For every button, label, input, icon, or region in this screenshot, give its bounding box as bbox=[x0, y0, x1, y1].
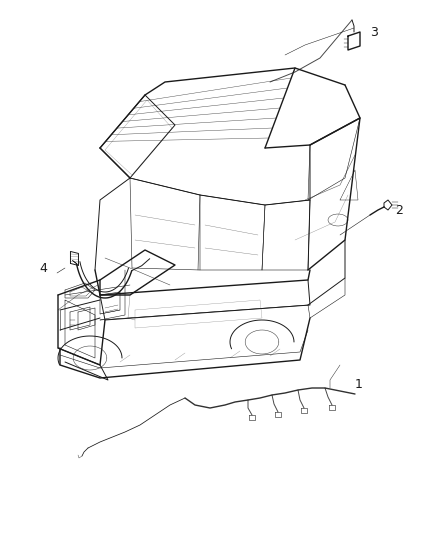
Text: 1: 1 bbox=[355, 378, 363, 392]
Text: 3: 3 bbox=[370, 27, 378, 39]
Text: 2: 2 bbox=[395, 204, 403, 216]
Text: 4: 4 bbox=[39, 262, 47, 274]
